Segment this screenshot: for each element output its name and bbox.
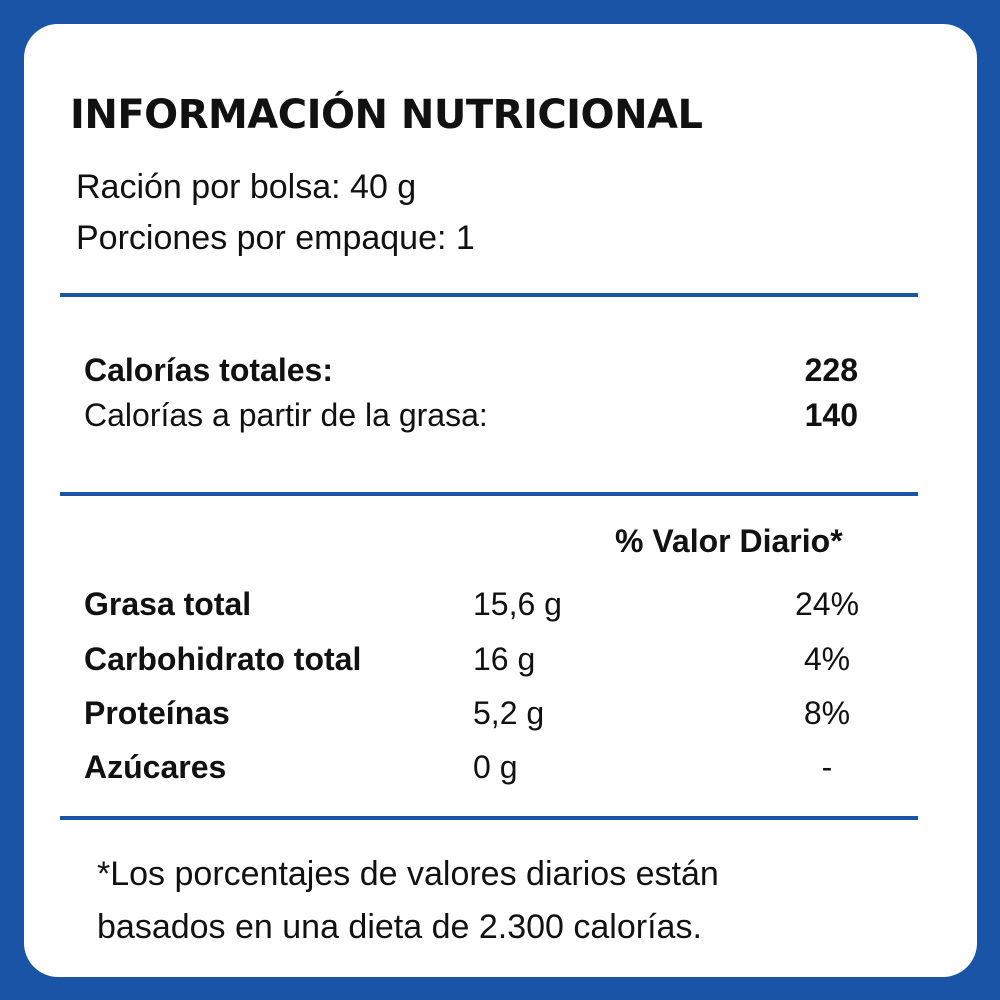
footnote-line: basados en una dieta de 2.300 calorías. bbox=[97, 908, 702, 946]
serving-size: Ración por bolsa: 40 g bbox=[76, 168, 417, 206]
divider-top bbox=[60, 293, 918, 297]
nutrient-row: Carbohidrato total 16 g 4% bbox=[84, 643, 884, 683]
nutrient-daily-value: 24% bbox=[794, 586, 860, 622]
calories-total-value: 228 bbox=[804, 352, 858, 388]
nutrient-amount: 15,6 g bbox=[473, 586, 562, 622]
nutrient-daily-value: 8% bbox=[803, 695, 851, 731]
nutrient-name: Proteínas bbox=[84, 695, 230, 731]
nutrient-name: Carbohidrato total bbox=[84, 641, 362, 677]
label-title: INFORMACIÓN NUTRICIONAL bbox=[70, 92, 703, 138]
nutrition-label-panel bbox=[24, 24, 977, 977]
nutrient-daily-value: - bbox=[821, 749, 833, 785]
footnote: *Los porcentajes de valores diarios está… bbox=[97, 848, 927, 954]
nutrient-row: Proteínas 5,2 g 8% bbox=[84, 697, 884, 737]
footnote-line: *Los porcentajes de valores diarios está… bbox=[97, 855, 719, 893]
nutrient-amount: 16 g bbox=[473, 641, 536, 677]
nutrient-row: Azúcares 0 g - bbox=[84, 751, 884, 791]
divider-bottom bbox=[60, 816, 918, 820]
nutrient-name: Grasa total bbox=[84, 586, 252, 622]
nutrient-amount: 0 g bbox=[473, 749, 518, 785]
calories-from-fat-value: 140 bbox=[804, 397, 858, 433]
calories-total-label: Calorías totales: bbox=[84, 352, 333, 388]
nutrient-name: Azúcares bbox=[84, 749, 227, 785]
calories-from-fat-label: Calorías a partir de la grasa: bbox=[84, 397, 488, 433]
nutrient-row: Grasa total 15,6 g 24% bbox=[84, 588, 884, 628]
nutrient-daily-value: 4% bbox=[803, 641, 851, 677]
divider-middle bbox=[60, 492, 918, 496]
servings-per-package: Porciones por empaque: 1 bbox=[76, 219, 475, 257]
nutrient-amount: 5,2 g bbox=[473, 695, 545, 731]
daily-value-header: % Valor Diario* bbox=[615, 523, 843, 559]
